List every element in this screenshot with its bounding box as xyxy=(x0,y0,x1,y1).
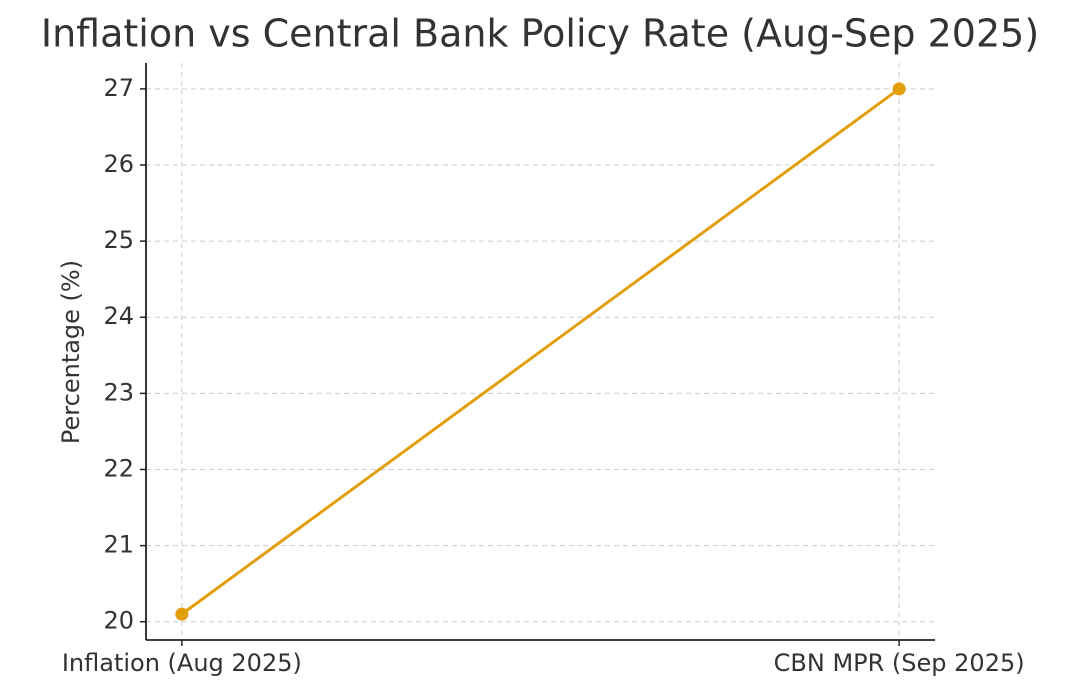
y-tick-label: 27 xyxy=(103,74,134,102)
y-tick-label: 23 xyxy=(103,378,134,406)
x-tick-label: Inflation (Aug 2025) xyxy=(62,649,302,677)
y-tick-label: 24 xyxy=(103,302,134,330)
y-tick-label: 20 xyxy=(103,607,134,635)
y-axis-label: Percentage (%) xyxy=(57,260,85,444)
y-tick-label: 26 xyxy=(103,150,134,178)
point xyxy=(175,607,189,621)
y-tick-label: 25 xyxy=(103,226,134,254)
x-tick-label: CBN MPR (Sep 2025) xyxy=(774,649,1025,677)
chart-title: Inflation vs Central Bank Policy Rate (A… xyxy=(41,12,1039,56)
y-tick-label: 21 xyxy=(103,531,134,559)
line xyxy=(180,87,901,616)
point xyxy=(892,82,906,96)
y-tick-label: 22 xyxy=(103,454,134,482)
